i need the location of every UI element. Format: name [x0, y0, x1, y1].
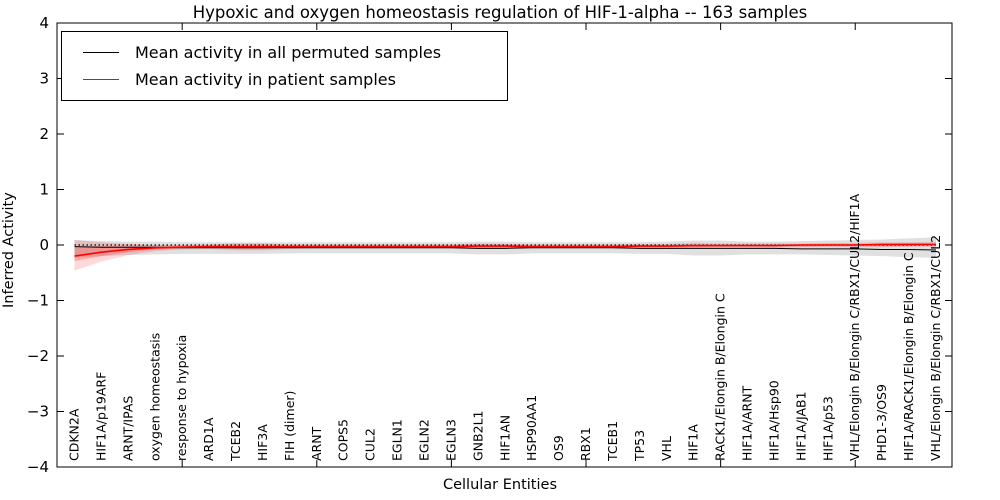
entity-label: HSP90AA1 — [524, 395, 539, 461]
entity-label: HIF1A/RACK1/Elongin B/Elongin C — [901, 252, 916, 461]
legend-label-permuted: Mean activity in all permuted samples — [135, 43, 442, 62]
entity-label: HIF3A — [255, 424, 270, 461]
entity-label: TP53 — [632, 430, 647, 462]
entity-label: VHL/Elongin B/Elongin C/RBX1/CUL2 — [928, 235, 943, 461]
entity-label: HIF1A/p19ARF — [93, 372, 108, 461]
y-tick-label: 1 — [39, 181, 49, 199]
entity-label: CUL2 — [363, 428, 378, 461]
entity-label: HIF1A/p53 — [820, 396, 835, 461]
entity-label: ARNT — [309, 426, 324, 461]
legend-label-patient: Mean activity in patient samples — [135, 70, 396, 89]
entity-label: HIF1A/JAB1 — [793, 391, 808, 461]
chart-title: Hypoxic and oxygen homeostasis regulatio… — [192, 3, 808, 22]
entity-label: HIF1A — [686, 424, 701, 461]
entity-label: HIF1A/Hsp90 — [766, 380, 781, 461]
entity-label: oxygen homeostasis — [147, 333, 162, 461]
entity-label: FIH (dimer) — [282, 391, 297, 461]
entity-label: ARD1A — [201, 417, 216, 461]
entity-label: RACK1/Elongin B/Elongin C — [713, 293, 728, 461]
entity-label: OS9 — [551, 435, 566, 461]
y-tick-label: −4 — [27, 458, 49, 476]
entity-label: PHD1-3/OS9 — [874, 384, 889, 461]
entity-label: RBX1 — [578, 427, 593, 461]
y-tick-label: 4 — [39, 14, 49, 32]
y-tick-label: −2 — [27, 347, 49, 365]
entity-label: VHL/Elongin B/Elongin C/RBX1/CUL2/HIF1A — [847, 193, 862, 461]
legend-item-patient: Mean activity in patient samples — [62, 70, 507, 89]
entity-label: response to hypoxia — [174, 335, 189, 461]
y-tick-label: 3 — [39, 70, 49, 88]
entity-label: EGLN3 — [443, 419, 458, 461]
entity-label: EGLN1 — [390, 419, 405, 461]
entity-label: TCEB1 — [605, 421, 620, 462]
patient-mean-line — [74, 243, 936, 257]
y-tick-label: 2 — [39, 125, 49, 143]
entity-label: CDKN2A — [67, 408, 82, 461]
x-axis-label: Cellular Entities — [442, 477, 558, 493]
permuted-line-swatch — [83, 52, 119, 53]
legend-item-permuted: Mean activity in all permuted samples — [62, 43, 507, 62]
y-axis-label: Inferred Activity — [1, 192, 17, 308]
entity-label: HIF1A/ARNT — [740, 385, 755, 461]
entity-label: HIF1AN — [497, 415, 512, 461]
entity-label: COPS5 — [336, 419, 351, 461]
y-tick-label: 0 — [39, 236, 49, 254]
patient-line-swatch — [83, 79, 119, 80]
entity-label: TCEB2 — [228, 421, 243, 462]
entity-label: GNB2L1 — [470, 411, 485, 461]
legend: Mean activity in all permuted samples Me… — [61, 31, 508, 101]
y-tick-label: −3 — [27, 403, 49, 421]
entity-label: VHL — [659, 436, 674, 461]
y-tick-label: −1 — [27, 292, 49, 310]
entity-label: EGLN2 — [416, 419, 431, 461]
entity-label: ARNT/IPAS — [120, 396, 135, 461]
permuted-band — [74, 237, 936, 258]
permuted-mean-line — [74, 246, 937, 251]
